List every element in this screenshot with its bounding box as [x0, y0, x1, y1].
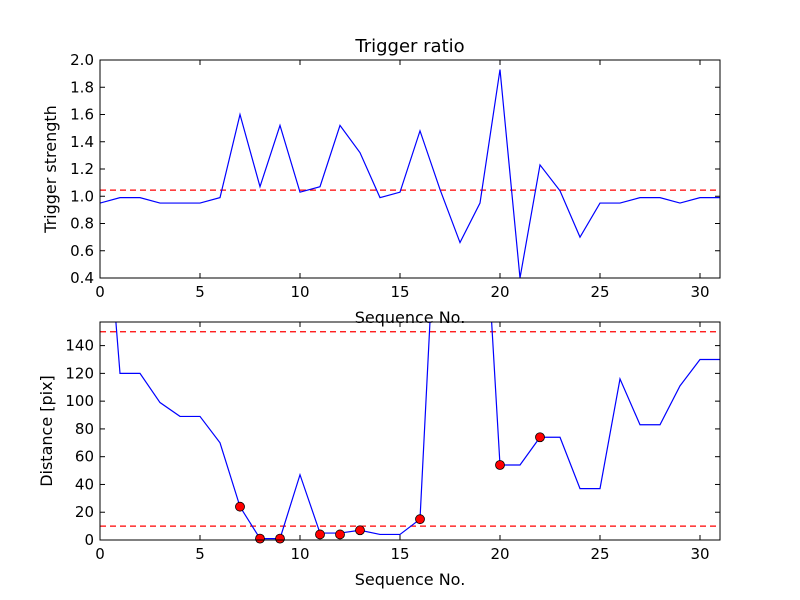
bottom-x-tick-label: 10 — [290, 545, 309, 563]
top-y-tick-label: 1.2 — [70, 160, 94, 178]
bottom-y-tick-label: 100 — [65, 392, 94, 410]
top-y-tick-label: 1.8 — [70, 78, 94, 96]
top-chart-title: Trigger ratio — [354, 36, 464, 57]
bottom-data-point-marker — [495, 460, 505, 470]
top-y-tick-label: 0.8 — [70, 215, 94, 233]
bottom-x-tick-label: 30 — [690, 545, 709, 563]
bottom-y-axis-label: Distance [pix] — [37, 375, 56, 487]
bottom-data-point-marker — [415, 514, 425, 525]
bottom-data-point-marker — [235, 501, 245, 512]
top-y-tick-label: 0.6 — [70, 242, 94, 260]
bottom-x-tick-label: 5 — [195, 545, 205, 563]
bottom-axes-frame — [99, 321, 721, 541]
bottom-y-tick-label: 40 — [75, 475, 94, 493]
bottom-data-point-marker — [315, 529, 325, 540]
top-y-tick-label: 2.0 — [70, 51, 94, 69]
top-series-line-0 — [100, 69, 720, 278]
bottom-y-tick-label: 60 — [75, 448, 94, 466]
top-x-tick-label: 0 — [95, 283, 105, 301]
top-y-tick-label: 1.6 — [70, 106, 94, 124]
bottom-data-point-marker — [335, 529, 345, 540]
bottom-y-tick-label: 80 — [75, 420, 94, 438]
bottom-data-point-marker — [255, 533, 265, 544]
bottom-x-tick-label: 0 — [95, 545, 105, 563]
top-y-axis-label: Trigger strength — [41, 105, 60, 234]
bottom-y-tick-label: 140 — [65, 337, 94, 355]
bottom-data-point-marker — [535, 432, 545, 443]
top-x-tick-label: 25 — [590, 283, 609, 301]
bottom-y-tick-label: 0 — [84, 531, 94, 549]
top-y-tick-label: 0.4 — [70, 269, 94, 287]
bottom-y-tick-label: 120 — [65, 364, 94, 382]
top-x-tick-label: 15 — [390, 283, 409, 301]
top-y-tick-label: 1.4 — [70, 133, 94, 151]
top-y-tick-label: 1.0 — [70, 187, 94, 205]
bottom-x-tick-label: 15 — [390, 545, 409, 563]
bottom-x-tick-label: 20 — [490, 545, 509, 563]
top-x-tick-label: 5 — [195, 283, 205, 301]
top-x-tick-label: 10 — [290, 283, 309, 301]
top-subplot: Trigger ratio 0 5 10 15 20 25 30 0.4 0.6 0.8 1.0 1.… — [41, 36, 721, 327]
bottom-series-line-0 — [115, 322, 720, 540]
bottom-x-axis-label: Sequence No. — [355, 570, 466, 589]
top-axes-frame — [99, 59, 721, 279]
top-plot-area: 0 5 10 15 20 25 30 0.4 0.6 0.8 1.0 1.2 1.4 1.6 1.8 2.0 — [70, 51, 720, 301]
bottom-plot-area: 0 5 10 15 20 25 30 0 20 40 60 80 100 120 140 — [65, 322, 720, 563]
bottom-data-point-marker — [275, 533, 285, 544]
top-x-tick-label: 20 — [490, 283, 509, 301]
top-x-axis-label: Sequence No. — [355, 308, 466, 327]
bottom-subplot: 0 5 10 15 20 25 30 0 20 40 60 80 100 120 140 Sequence … — [37, 321, 721, 589]
top-x-tick-label: 30 — [690, 283, 709, 301]
bottom-data-point-marker — [355, 525, 365, 536]
bottom-y-tick-label: 20 — [75, 503, 94, 521]
bottom-x-tick-label: 25 — [590, 545, 609, 563]
